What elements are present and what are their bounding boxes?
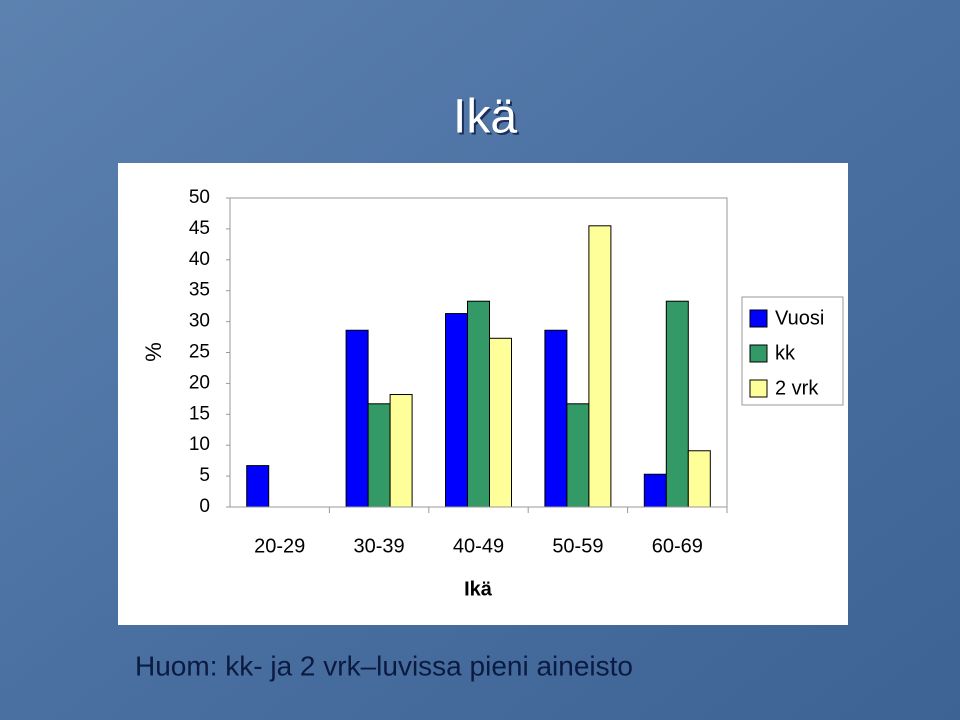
bar <box>544 329 568 508</box>
slide-title-shadow: Ikä <box>455 93 519 146</box>
slide-title: Ikä <box>453 91 517 144</box>
y-tick-label: 35 <box>189 280 210 301</box>
bar <box>687 450 711 508</box>
x-tick-label: 50-59 <box>552 535 603 557</box>
y-tick-label: 5 <box>199 465 210 486</box>
bar <box>643 473 667 508</box>
legend-label: kk <box>775 342 796 364</box>
y-tick-label: 0 <box>199 496 210 517</box>
x-tick-label: 30-39 <box>354 535 405 557</box>
bar <box>566 403 590 508</box>
legend-swatch <box>749 379 768 398</box>
bar <box>367 403 391 508</box>
bar <box>246 465 270 508</box>
bar <box>445 313 468 508</box>
legend-swatch <box>749 344 768 363</box>
footer-note: Huom: kk- ja 2 vrk–luvissa pieni aineist… <box>135 650 633 681</box>
y-tick-label: 25 <box>189 342 210 363</box>
y-tick-label: 15 <box>189 403 210 424</box>
bar <box>345 329 369 508</box>
bar <box>467 300 490 508</box>
x-tick-label: 60-69 <box>652 535 703 557</box>
y-tick-label: 20 <box>189 372 210 393</box>
bar <box>489 337 512 508</box>
bar <box>389 394 413 508</box>
legend-swatch <box>749 309 768 328</box>
y-tick-label: 10 <box>189 434 210 455</box>
legend-label: 2 vrk <box>775 377 819 399</box>
x-axis-label: Ikä <box>464 578 493 600</box>
y-tick-label: 45 <box>189 218 210 239</box>
y-tick-label: 50 <box>189 187 210 208</box>
y-tick-label: 30 <box>189 311 210 332</box>
x-tick-label: 40-49 <box>453 535 504 557</box>
bar <box>588 225 612 508</box>
bar <box>665 300 689 508</box>
x-tick-label: 20-29 <box>254 535 305 557</box>
y-tick-label: 40 <box>189 249 210 270</box>
y-axis-label: % <box>141 342 166 362</box>
legend-label: Vuosi <box>775 307 824 329</box>
